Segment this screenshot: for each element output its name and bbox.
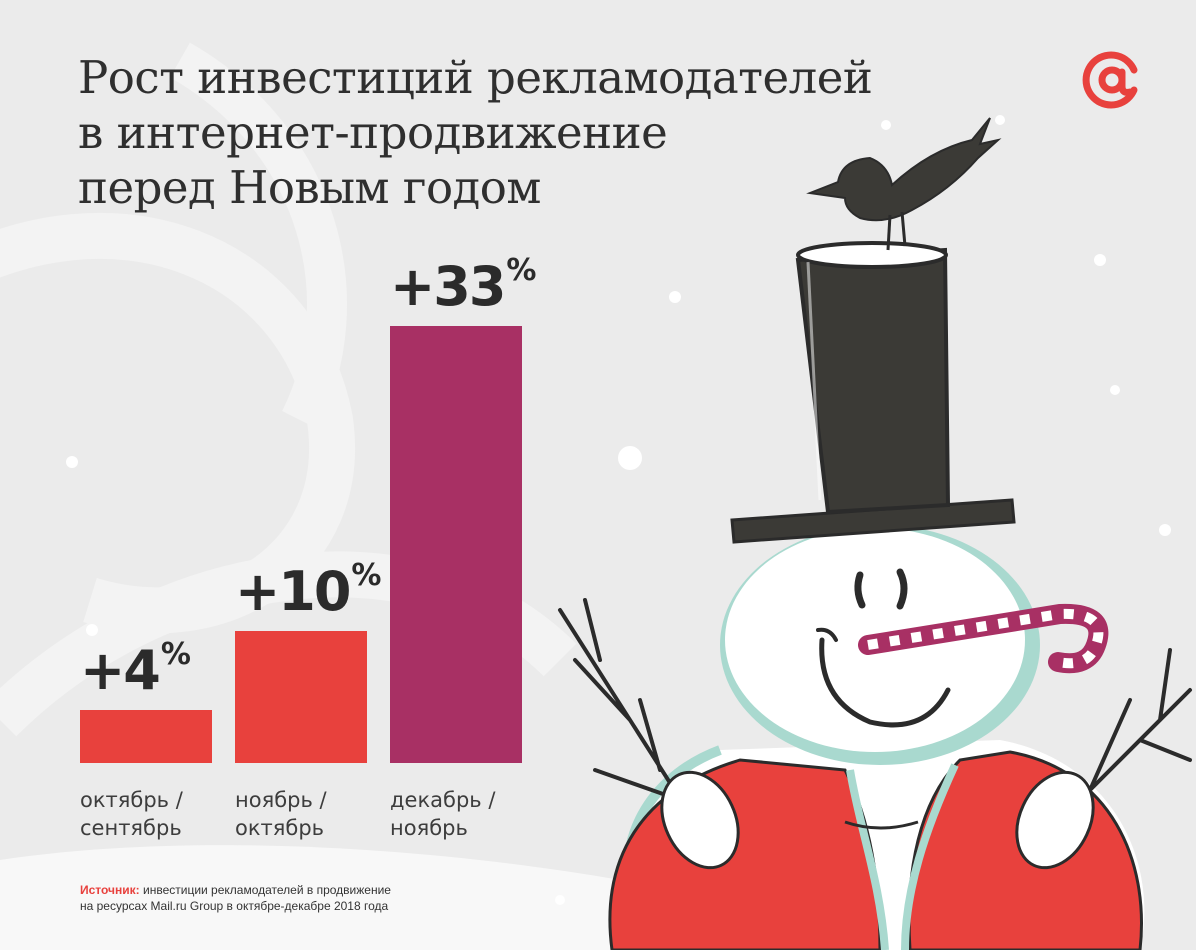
snow-ground [0,845,620,950]
title-line: перед Новым годом [78,161,541,214]
bar-1 [80,710,212,763]
source-line: Источник: инвестиции рекламодателей в пр… [80,882,391,898]
snowflake [555,895,565,905]
bar-3 [390,326,522,763]
source-text: инвестиции рекламодателей в продвижение [143,883,391,897]
crow-icon [806,117,1002,251]
snowflake [669,291,681,303]
source-note: Источник: инвестиции рекламодателей в пр… [80,882,391,914]
snowflake [1159,524,1171,536]
data-label-value: +33 [390,255,506,318]
data-label: +10% [235,561,381,619]
data-label-unit: % [160,637,191,672]
category-label-line: сентябрь [80,816,182,840]
snowflake [1110,385,1120,395]
category-label-line: октябрь [235,816,325,840]
title-line: Рост инвестиций рекламодателей [78,51,873,104]
snowflake [86,624,98,636]
category-label-line: октябрь / [80,788,183,812]
category-label-line: ноябрь [390,816,468,840]
at-sign-icon [1082,51,1138,109]
title-line: в интернет-продвижение [78,106,668,159]
top-hat [730,241,1016,544]
page-title: Рост инвестиций рекламодателей в интерне… [78,50,918,215]
snowflake [66,456,78,468]
data-label-unit: % [506,253,537,288]
data-label: +33% [390,256,536,314]
data-label: +4% [80,640,191,698]
category-label-line: ноябрь / [235,788,327,812]
data-label-value: +4 [80,639,161,702]
snowflake [1094,254,1106,266]
category-label: ноябрь / октябрь [235,786,327,842]
source-line: на ресурсах Mail.ru Group в октябре-дека… [80,899,389,913]
snowflake [618,446,642,470]
category-label: декабрь / ноябрь [390,786,495,842]
snowflake [881,120,891,130]
candy-cane-nose [858,603,1109,674]
branch-arm-right [1015,648,1192,870]
bar-2 [235,631,367,763]
branch-arm-left [558,598,740,870]
snowflake [995,115,1005,125]
source-label: Источник: [80,883,140,897]
category-label: октябрь / сентябрь [80,786,183,842]
data-label-unit: % [351,558,382,593]
data-label-value: +10 [235,560,351,623]
category-label-line: декабрь / [390,788,496,812]
background-swirl [169,42,347,429]
